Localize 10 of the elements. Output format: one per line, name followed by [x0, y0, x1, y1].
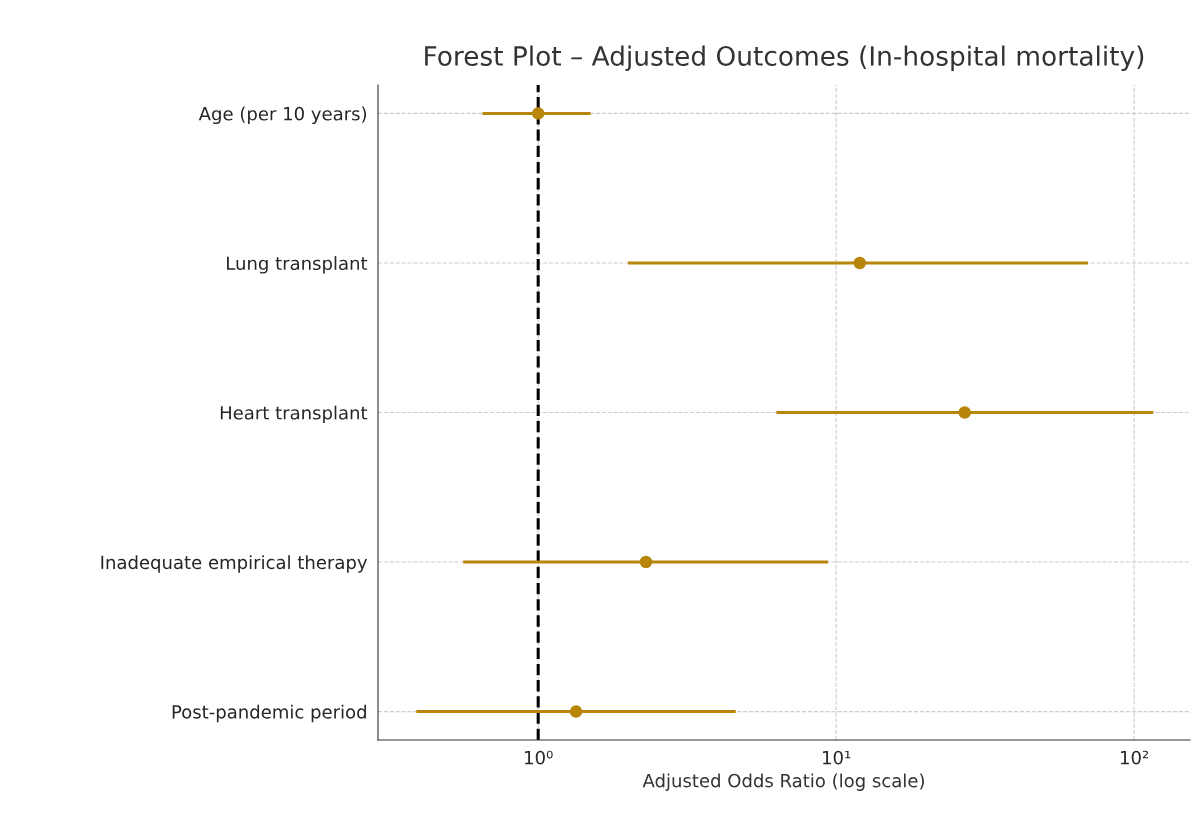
y-tick-label: Age (per 10 years)	[198, 106, 367, 125]
chart-title: Forest Plot – Adjusted Outcomes (In-hospital mortality)	[425, 45, 1144, 72]
x-tick-label: 10²	[1121, 750, 1149, 765]
y-tick-label: Inadequate empirical therapy	[101, 555, 368, 573]
x-axis-title: Adjusted Odds Ratio (log scale)	[642, 773, 924, 791]
y-tick-label: Lung transplant	[227, 256, 368, 274]
y-tick-label: Post-pandemic period	[172, 704, 366, 723]
x-tick-label: 10⁰	[525, 750, 553, 765]
y-tick-label: Heart transplant	[220, 405, 368, 424]
x-tick-label: 10¹	[823, 750, 851, 765]
